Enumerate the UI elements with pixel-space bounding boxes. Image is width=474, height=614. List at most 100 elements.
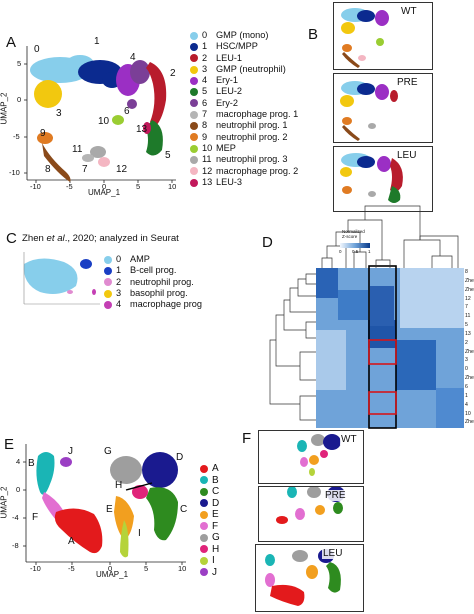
cluster-label-c: C (180, 504, 188, 515)
legend-c-item: 1 B-cell prog. (104, 265, 202, 276)
cluster-label-a: A (68, 536, 75, 547)
row-label: 6 (465, 383, 468, 390)
axes-e (23, 444, 186, 565)
row-label: 1 (465, 392, 468, 399)
legend-c-item: 4 macrophage prog (104, 299, 202, 310)
xtick-a-1: -5 (66, 182, 73, 191)
xtick-a-3: 5 (136, 182, 141, 191)
cluster-label-6: 6 (124, 106, 130, 117)
legend-a-item: 6 Ery-2 (190, 98, 298, 109)
axes-a (24, 46, 176, 183)
panel-b-label-pre: PRE (396, 77, 419, 88)
panel-f-box-pre (258, 486, 364, 542)
legend-a-item: 1 HSC/MPP (190, 41, 298, 52)
ytick-e-1: 0 (16, 485, 21, 494)
cluster-f (42, 492, 64, 520)
colorbar (340, 243, 370, 248)
legend-a-item: 3 GMP (neutrophil) (190, 64, 298, 75)
cluster-label-b: B (28, 458, 35, 469)
panel-f-box-wt (258, 430, 364, 484)
row-label: Zhen_1 (465, 419, 474, 426)
caption-c: Zhen et al., 2020; analyzed in Seurat (22, 233, 179, 244)
cluster-label-3: 3 (56, 108, 62, 119)
xtick-e-1: -5 (68, 564, 75, 573)
cluster-h (132, 485, 148, 499)
cluster-b (36, 452, 55, 495)
legend-a-item: 10 MEP (190, 143, 298, 154)
legend-a-item: 9 neutrophil prog. 2 (190, 132, 298, 143)
cluster-label-9: 9 (40, 128, 46, 139)
cluster-3 (34, 80, 62, 108)
cluster-c (146, 487, 178, 541)
panel-f-label-wt: WT (340, 434, 358, 445)
row-label: 10 (465, 410, 471, 417)
mini-map-c (23, 252, 100, 305)
cluster-label-11: 11 (72, 144, 83, 155)
xtick-a-2: 0 (102, 182, 107, 191)
ytick-a-1: 0 (17, 95, 22, 104)
row-label: 0 (465, 366, 468, 373)
legend-e-item: C (200, 486, 220, 498)
cluster-label-h: H (115, 480, 123, 491)
cluster-label-5: 5 (165, 150, 171, 161)
legend-a-item: 7 macrophage prog. 1 (190, 109, 298, 120)
panel-f-label-leu: LEU (322, 548, 344, 559)
colorbar-tick-2: 1 (368, 249, 371, 254)
legend-e-item: E (200, 509, 220, 521)
cluster-e (114, 496, 134, 540)
row-label: Zhen_4 (465, 286, 474, 293)
panel-letter-f: F (242, 430, 252, 447)
legend-a-item: 4 Ery-1 (190, 75, 298, 86)
cluster-label-10: 10 (98, 116, 110, 127)
legend-c-item: 2 neutrophil prog. (104, 277, 202, 288)
panel-b-label-wt: WT (400, 6, 418, 17)
legend-a-item: 11 neutrophil prog. 3 (190, 154, 298, 165)
legend-e-item: B (200, 475, 220, 487)
xtick-e-4: 10 (178, 564, 187, 573)
legend-a-item: 5 LEU-2 (190, 86, 298, 97)
colorbar-title: Normalized Z-score (342, 229, 365, 239)
row-label: 12 (465, 295, 471, 302)
row-label: 2 (465, 339, 468, 346)
cluster-label-2: 2 (170, 68, 176, 79)
panel-letter-d: D (262, 234, 273, 251)
legend-a: 0 GMP (mono) 1 HSC/MPP 2 LEU-1 3 GMP (neutro… (190, 30, 298, 188)
cluster-label-0: 0 (34, 44, 40, 55)
legend-e-item: D (200, 498, 220, 510)
cluster-10 (112, 115, 124, 125)
xtick-a-0: -10 (30, 182, 41, 191)
colorbar-tick-0: 0 (339, 249, 342, 254)
ytick-e-2: -4 (12, 513, 19, 522)
cluster-7 (82, 154, 94, 162)
row-label: 3 (465, 357, 468, 364)
row-label: 11 (465, 313, 471, 320)
row-label: 8 (465, 269, 468, 275)
xlabel-a: UMAP_1 (88, 188, 121, 197)
row-label: 5 (465, 322, 468, 329)
panel-f-label-pre: PRE (324, 490, 347, 501)
cluster-label-i: I (138, 528, 141, 539)
legend-c: 0 AMP 1 B-cell prog. 2 neutrophil prog. 3 ba… (104, 254, 202, 310)
cluster-5 (146, 120, 163, 156)
cluster-4 (116, 64, 140, 96)
xtick-e-0: -10 (30, 564, 41, 573)
cluster-12 (98, 157, 110, 167)
row-label: Zhen_3 (465, 277, 474, 284)
legend-a-item: 0 GMP (mono) (190, 30, 298, 41)
cluster-label-d: D (176, 452, 184, 463)
cluster-8 (42, 143, 71, 182)
legend-c-item: 0 AMP (104, 254, 202, 265)
legend-e-item: H (200, 544, 220, 556)
legend-e-item: A (200, 463, 220, 475)
highlight-red-box-1 (368, 339, 397, 365)
cluster-d (142, 452, 178, 488)
legend-a-item: 12 macrophage prog. 2 (190, 166, 298, 177)
legend-e-item: F (200, 521, 220, 533)
ytick-e-0: 4 (16, 457, 21, 466)
highlight-black-box (368, 265, 397, 429)
cluster-j (60, 457, 72, 467)
ylabel-e: UMAP_2 (0, 486, 9, 519)
cluster-i (120, 520, 129, 558)
legend-a-item: 8 neutrophil prog. 1 (190, 120, 298, 131)
legend-c-item: 3 basophil prog. (104, 288, 202, 299)
